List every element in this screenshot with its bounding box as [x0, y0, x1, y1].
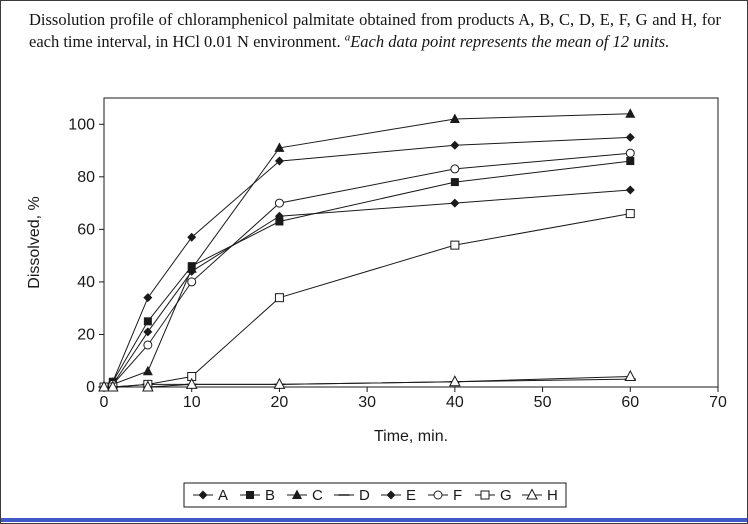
marker-diamond-filled	[274, 211, 284, 221]
footnote-text: Each data point represents the mean of 1…	[350, 31, 670, 51]
marker-circle-open	[625, 148, 635, 158]
marker-diamond-filled	[143, 327, 153, 337]
legend-item-A: A	[193, 487, 228, 504]
y-tick-label: 100	[68, 116, 95, 133]
legend-label: H	[547, 487, 558, 504]
series-H	[98, 369, 637, 392]
y-tick-label: 40	[77, 274, 95, 291]
marker-triangle-open	[142, 380, 154, 392]
marker-square-filled	[450, 178, 459, 187]
marker-circle-open	[143, 340, 153, 350]
chart-svg: 0 10 20 30 40 50 60 70 0 20 40 60 80 100 Time, min. Dis…	[26, 97, 727, 508]
legend-label: B	[265, 487, 275, 504]
series-G	[99, 209, 635, 392]
legend-item-C: C	[287, 487, 323, 504]
legend-label: G	[500, 487, 512, 504]
series-E	[99, 185, 635, 392]
legend-item-H: H	[522, 487, 558, 504]
marker-triangle-filled	[449, 113, 460, 124]
marker-diamond-filled	[143, 293, 153, 303]
legend-label: A	[218, 487, 228, 504]
series-line	[103, 136, 631, 388]
x-tick-label: 0	[100, 394, 109, 411]
marker-triangle-open	[185, 377, 198, 389]
x-tick-label: 70	[709, 394, 727, 411]
x-tick-label: 40	[446, 394, 464, 411]
legend-label: E	[406, 487, 416, 504]
series-line	[103, 160, 631, 388]
marker-triangle-open	[624, 369, 637, 381]
legend-item-F: F	[428, 487, 462, 504]
x-axis: 0 10 20 30 40 50 60 70	[100, 387, 727, 411]
figure-caption: Dissolution profile of chloramphenicol p…	[29, 9, 721, 53]
y-axis: 0 20 40 60 80 100	[68, 116, 104, 396]
footnote-marker: a	[344, 31, 351, 44]
marker-square-filled	[626, 157, 635, 166]
marker-triangle-filled	[142, 365, 153, 376]
marker-triangle-open	[106, 380, 119, 392]
x-tick-label: 50	[534, 394, 552, 411]
legend-label: F	[453, 487, 462, 504]
marker-circle-open	[274, 198, 284, 208]
marker-diamond-filled	[274, 156, 284, 166]
marker-square-open	[480, 490, 490, 500]
marker-diamond-filled	[386, 490, 396, 500]
marker-square-open	[625, 209, 635, 219]
y-tick-label: 60	[77, 221, 95, 238]
marker-square-filled	[143, 317, 152, 326]
legend-item-E: E	[381, 487, 416, 504]
marker-triangle-open	[449, 375, 461, 387]
marker-diamond-filled	[198, 490, 208, 500]
marker-circle-open	[187, 277, 197, 287]
marker-circle-open	[450, 164, 460, 174]
marker-diamond-filled	[187, 266, 197, 276]
series-line	[103, 152, 631, 388]
x-tick-label: 30	[358, 394, 376, 411]
legend-item-B: B	[240, 487, 275, 504]
bottom-rule	[1, 518, 747, 522]
marker-diamond-filled	[625, 185, 635, 195]
x-tick-label: 60	[621, 394, 639, 411]
marker-triangle-filled	[625, 108, 636, 118]
series-F	[99, 148, 635, 392]
series-line	[104, 213, 631, 388]
marker-diamond-filled	[625, 132, 635, 142]
series-B	[100, 157, 635, 391]
marker-triangle-open	[273, 377, 286, 389]
marker-circle-open	[433, 490, 443, 500]
legend-item-D: D	[334, 487, 370, 504]
marker-diamond-filled	[450, 198, 460, 208]
legend-label: C	[312, 487, 323, 504]
legend: A B C D E F G H	[183, 482, 567, 508]
marker-diamond-filled	[187, 232, 197, 242]
marker-triangle-filled	[292, 489, 302, 499]
marker-square-open	[274, 293, 284, 303]
marker-triangle-filled	[274, 142, 285, 152]
series-A	[99, 132, 635, 392]
plot-border	[103, 97, 719, 388]
marker-diamond-filled	[450, 140, 460, 150]
legend-label: D	[359, 487, 370, 504]
legend-item-G: G	[475, 487, 512, 504]
y-tick-label: 20	[77, 326, 95, 343]
y-tick-label: 0	[86, 379, 95, 396]
caption-main: Dissolution profile of chloramphenicol p…	[29, 10, 721, 51]
marker-square-filled	[246, 491, 254, 499]
y-tick-label: 80	[77, 169, 95, 186]
marker-square-open	[450, 240, 460, 250]
marker-square-filled	[275, 217, 284, 226]
series-C	[99, 108, 636, 391]
y-axis-title: Dissolved, %	[26, 196, 43, 288]
dissolution-chart: 0 10 20 30 40 50 60 70 0 20 40 60 80 100 Time, min. Dis…	[1, 77, 747, 523]
x-tick-label: 20	[271, 394, 289, 411]
marker-triangle-open	[526, 488, 538, 500]
x-tick-label: 10	[183, 394, 201, 411]
series-line	[103, 113, 631, 388]
marker-triangle-open	[98, 380, 110, 392]
x-axis-title: Time, min.	[374, 428, 448, 445]
